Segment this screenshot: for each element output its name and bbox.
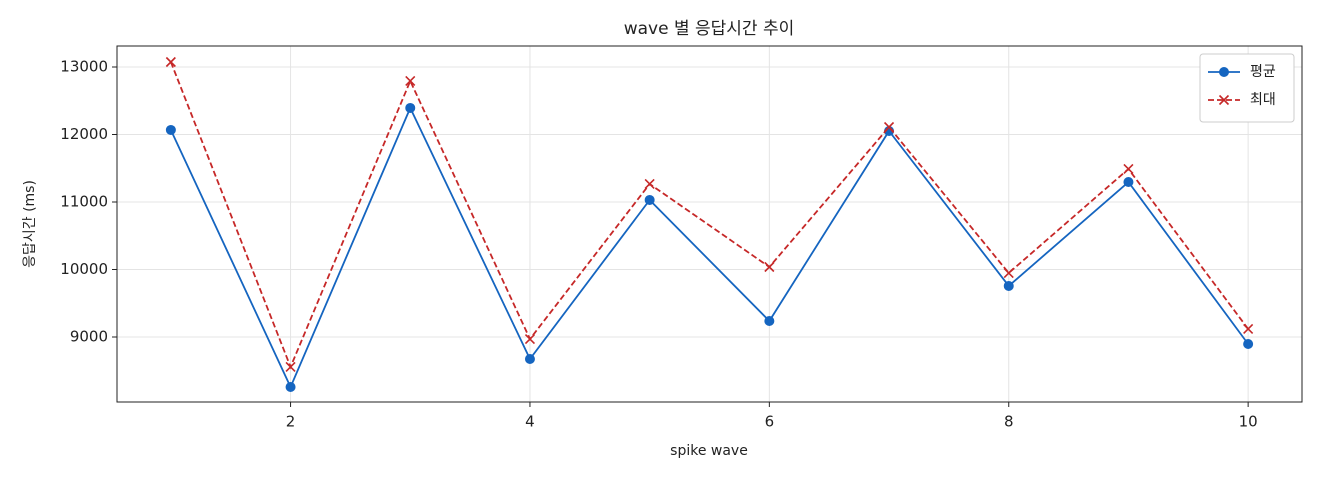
legend-label: 최대 bbox=[1250, 92, 1276, 108]
y-tick-label: 12000 bbox=[60, 125, 108, 143]
x-tick-label: 6 bbox=[765, 413, 775, 431]
marker bbox=[644, 178, 655, 190]
marker bbox=[764, 261, 775, 273]
marker bbox=[285, 382, 296, 393]
marker bbox=[1123, 177, 1134, 188]
chart-title: wave 별 응답시간 추이 bbox=[624, 19, 795, 39]
x-axis-label: spike wave bbox=[670, 443, 748, 459]
y-axis-label: 응답시간 (ms) bbox=[22, 180, 38, 268]
series-line bbox=[170, 61, 1249, 370]
marker bbox=[644, 194, 655, 205]
marker bbox=[405, 75, 416, 87]
marker bbox=[1123, 163, 1134, 175]
y-tick-label: 11000 bbox=[60, 192, 108, 210]
marker bbox=[285, 361, 296, 373]
marker bbox=[405, 102, 416, 113]
marker bbox=[524, 354, 535, 365]
marker bbox=[1003, 267, 1014, 279]
y-tick-label: 9000 bbox=[70, 327, 108, 345]
x-tick-label: 10 bbox=[1239, 413, 1258, 431]
marker bbox=[883, 121, 895, 133]
marker bbox=[764, 315, 775, 326]
plot-frame bbox=[116, 45, 1303, 403]
y-tick-label: 13000 bbox=[60, 57, 108, 75]
legend-box bbox=[1199, 53, 1295, 123]
x-tick-label: 2 bbox=[286, 413, 296, 431]
series-line bbox=[170, 105, 1249, 390]
marker bbox=[165, 124, 176, 135]
legend-label: 평균 bbox=[1250, 64, 1276, 80]
x-tick-label: 8 bbox=[1004, 413, 1014, 431]
marker bbox=[1243, 339, 1254, 350]
y-tick-label: 10000 bbox=[60, 260, 108, 278]
legend-marker bbox=[1218, 94, 1230, 106]
marker bbox=[1003, 280, 1014, 291]
marker bbox=[165, 56, 176, 68]
marker bbox=[1243, 323, 1254, 335]
legend-marker bbox=[1219, 67, 1229, 77]
marker bbox=[524, 333, 536, 345]
x-tick-label: 4 bbox=[525, 413, 535, 431]
